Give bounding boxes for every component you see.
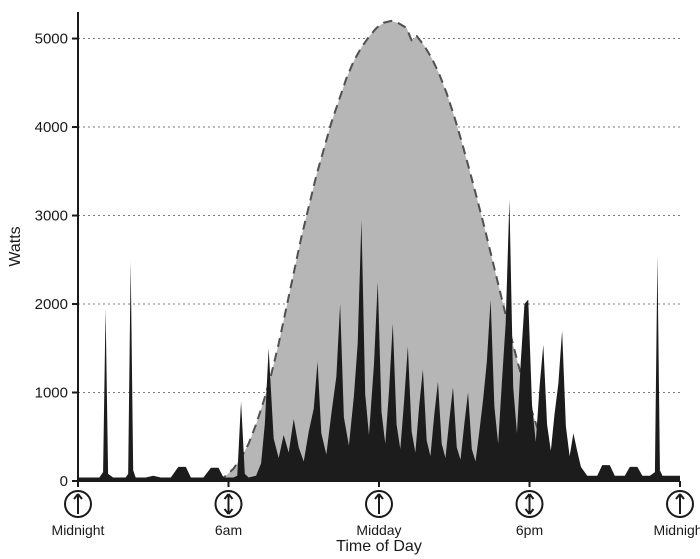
ytick-label: 2000: [35, 296, 68, 313]
ytick-label: 1000: [35, 385, 68, 402]
ytick-label: 3000: [35, 208, 68, 225]
ytick-label: 4000: [35, 119, 68, 136]
xtick-label: Midday: [356, 522, 401, 538]
xtick-label: 6pm: [516, 522, 543, 538]
xtick-label: Midnight: [52, 522, 105, 538]
xtick-label: Midnight: [654, 522, 700, 538]
ytick-label: 5000: [35, 31, 68, 48]
xtick-label: 6am: [215, 522, 242, 538]
x-axis-title: Time of Day: [336, 538, 422, 555]
ytick-label: 0: [60, 473, 68, 490]
power-vs-time-chart: 0 1000 2000 3000 4000 5000 Midnight 6am Midday 6p…: [0, 0, 700, 559]
y-axis-title: Watts: [7, 226, 24, 266]
